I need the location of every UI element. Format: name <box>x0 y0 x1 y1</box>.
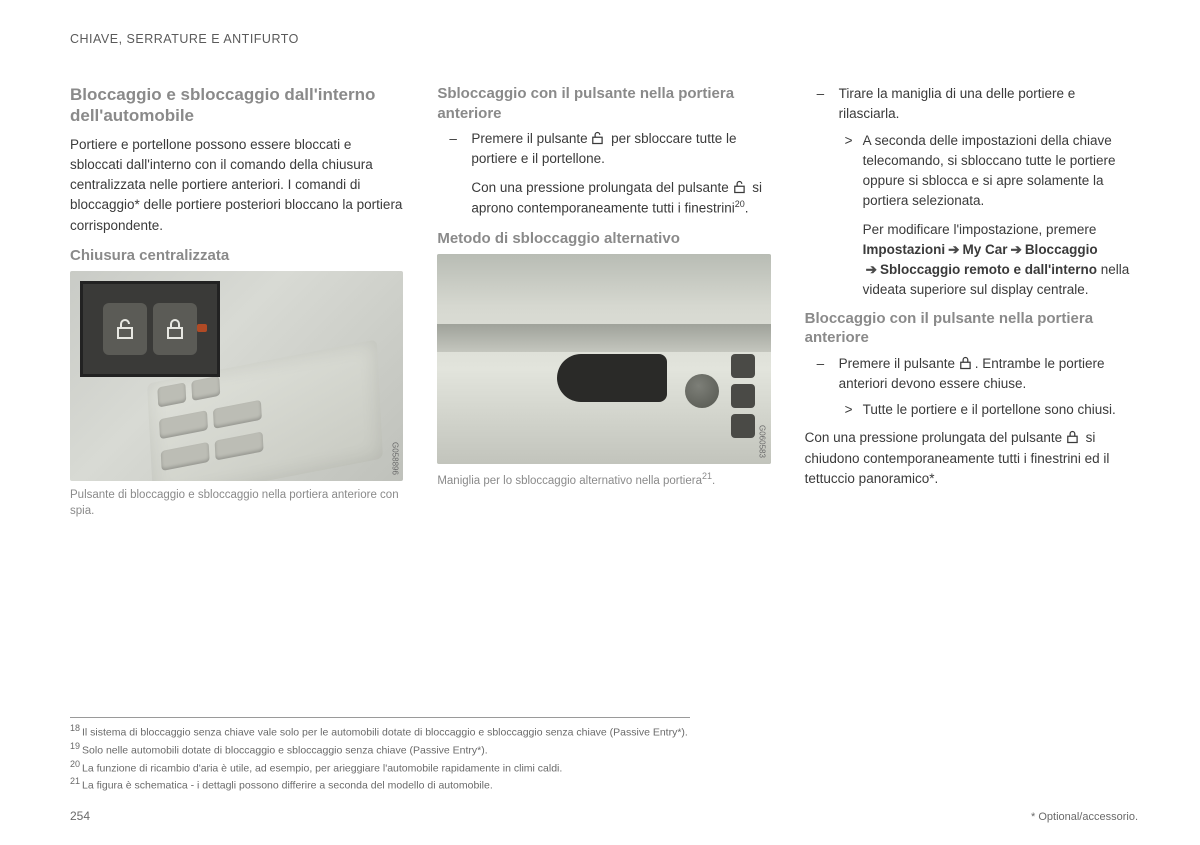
unlock-icon <box>733 180 749 194</box>
column-3: Tirare la maniglia di una delle portiere… <box>805 84 1138 519</box>
col3-list-item-2: Premere il pulsante . Entrambe le portie… <box>805 354 1138 421</box>
text: Per modificare l'impostazione, premere <box>863 222 1097 237</box>
menu-path-step: Sbloccaggio remoto e dall'interno <box>880 262 1097 277</box>
figure1-caption: Pulsante di bloccaggio e sbloccaggio nel… <box>70 487 403 519</box>
lock-icon <box>959 356 975 370</box>
col2-p2: Con una pressione prolungata del pulsant… <box>437 178 770 219</box>
fn-text: Il sistema di bloccaggio senza chiave va… <box>82 727 688 739</box>
col1-intro: Portiere e portellone possono essere blo… <box>70 135 403 236</box>
arrow-icon: ➔ <box>866 260 877 280</box>
lock-icon <box>1066 430 1082 444</box>
col3-sublist-item-2: Tutte le portiere e il portellone sono c… <box>839 400 1138 420</box>
col2-list-item: Premere il pulsante per sbloccare tutte … <box>437 129 770 170</box>
col2-title: Sbloccaggio con il pulsante nella portie… <box>437 84 770 123</box>
column-1: Bloccaggio e sbloccaggio dall'interno de… <box>70 84 403 519</box>
content-columns: Bloccaggio e sbloccaggio dall'interno de… <box>70 84 1138 519</box>
text: Premere il pulsante <box>471 131 591 146</box>
footnotes: 18Il sistema di bloccaggio senza chiave … <box>70 717 690 793</box>
text: Con una pressione prolungata del pulsant… <box>471 180 732 195</box>
col3-title2: Bloccaggio con il pulsante nella portier… <box>805 309 1138 348</box>
figure-id: G058896 <box>390 442 399 475</box>
figure2-caption: Maniglia per lo sbloccaggio alternativo … <box>437 470 770 489</box>
speaker <box>685 374 719 408</box>
sup-20: 20 <box>735 199 745 209</box>
sup-21: 21 <box>702 471 712 481</box>
col3-list-item-1: Tirare la maniglia di una delle portiere… <box>805 84 1138 301</box>
col1-sub1: Chiusura centralizzata <box>70 246 403 266</box>
fn-num: 21 <box>70 776 80 786</box>
fn-text: Solo nelle automobili dotate di bloccagg… <box>82 744 488 756</box>
fn-num: 19 <box>70 741 80 751</box>
figure-lock-button: G058896 <box>70 271 403 481</box>
menu-path-step: My Car <box>962 242 1007 257</box>
arrow-icon: ➔ <box>948 240 959 260</box>
footnote-19: 19Solo nelle automobili dotate di blocca… <box>70 740 690 758</box>
footnote-20: 20La funzione di ricambio d'aria è utile… <box>70 758 690 776</box>
menu-path-block: Per modificare l'impostazione, premere I… <box>839 220 1138 301</box>
menu-path-step: Bloccaggio <box>1025 242 1098 257</box>
menu-path-step: Impostazioni <box>863 242 946 257</box>
indicator-led <box>197 324 207 332</box>
column-2: Sbloccaggio con il pulsante nella portie… <box>437 84 770 519</box>
arrow-icon: ➔ <box>1011 240 1022 260</box>
figure-id: G060583 <box>758 425 767 458</box>
lock-icon <box>153 303 197 355</box>
footnote-21: 21La figura è schematica - i dettagli po… <box>70 775 690 793</box>
text: Con una pressione prolungata del pulsant… <box>805 430 1066 445</box>
fn-num: 18 <box>70 723 80 733</box>
col2-sub1: Metodo di sbloccaggio alternativo <box>437 229 770 249</box>
fn-text: La figura è schematica - i dettagli poss… <box>82 780 493 792</box>
col3-sublist-item-1: A seconda delle impostazioni della chiav… <box>839 131 1138 212</box>
fn-num: 20 <box>70 759 80 769</box>
page-header: CHIAVE, SERRATURE E ANTIFURTO <box>70 32 1138 46</box>
footnote-18: 18Il sistema di bloccaggio senza chiave … <box>70 722 690 740</box>
col3-last-paragraph: Con una pressione prolungata del pulsant… <box>805 428 1138 489</box>
text: . <box>712 475 715 487</box>
door-grip <box>557 354 667 402</box>
text: . <box>745 200 749 215</box>
figure-door-handle: G060583 <box>437 254 770 464</box>
unlock-icon <box>591 131 607 145</box>
optional-note: * Optional/accessorio. <box>1031 811 1138 823</box>
lock-button-inset <box>80 281 220 377</box>
unlock-icon <box>103 303 147 355</box>
text: Maniglia per lo sbloccaggio alternativo … <box>437 475 702 487</box>
text: Premere il pulsante <box>839 356 959 371</box>
text: Tirare la maniglia di una delle portiere… <box>839 86 1076 121</box>
memory-buttons <box>731 354 755 438</box>
fn-text: La funzione di ricambio d'aria è utile, … <box>82 762 562 774</box>
page-number: 254 <box>70 809 90 823</box>
door-panel-graphic <box>437 254 770 464</box>
col1-title: Bloccaggio e sbloccaggio dall'interno de… <box>70 84 403 127</box>
